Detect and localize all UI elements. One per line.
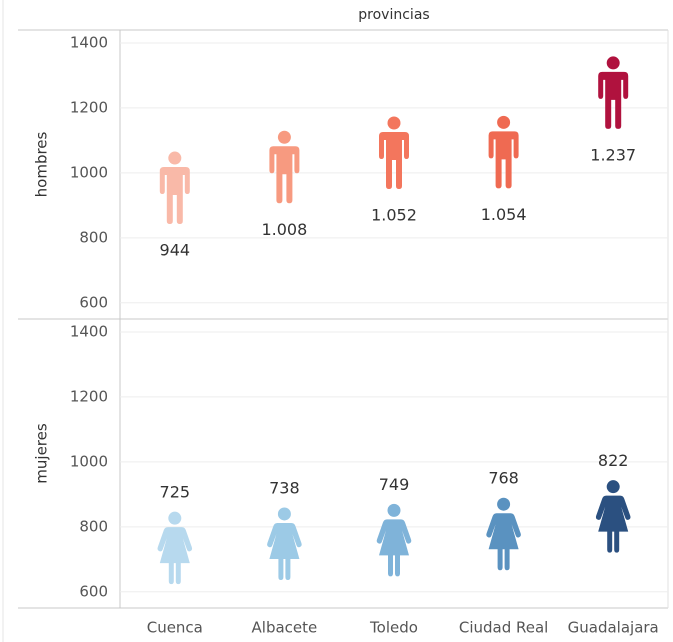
icon [267, 507, 302, 580]
icon [157, 511, 193, 585]
icon [269, 130, 300, 204]
value-label: 725 [160, 483, 191, 502]
value-label: 1.237 [590, 145, 636, 164]
y-tick-label: 600 [79, 582, 108, 600]
icon-head [606, 480, 620, 494]
icon [595, 480, 631, 553]
icon-head [387, 503, 401, 517]
value-label: 822 [598, 451, 629, 470]
x-tick-label: Cuenca [147, 619, 203, 637]
y-tick-label: 600 [79, 293, 108, 311]
value-label: 1.054 [481, 205, 527, 224]
icon [159, 151, 190, 225]
column-title: provincias [358, 7, 429, 23]
value-label: 1.052 [371, 205, 417, 224]
icon-head [277, 507, 291, 521]
icon-body [157, 527, 193, 585]
icon-head [168, 151, 182, 165]
row-label: mujeres [33, 423, 51, 484]
value-label: 944 [160, 241, 191, 260]
icon-body [379, 131, 409, 189]
icon-head [277, 130, 291, 144]
x-tick-label: Toledo [369, 619, 418, 637]
icon [598, 56, 629, 129]
y-tick-label: 1400 [70, 322, 108, 340]
value-label: 768 [488, 469, 519, 488]
value-label: 749 [379, 475, 410, 494]
icon-body [376, 519, 412, 577]
icon-head [497, 115, 511, 129]
icon-body [269, 146, 300, 204]
y-tick-label: 800 [79, 517, 108, 535]
x-tick-label: Guadalajara [568, 619, 659, 637]
y-tick-label: 1400 [70, 33, 108, 51]
value-label: 1.008 [261, 220, 307, 239]
icon-body [486, 513, 521, 571]
row-label: hombres [33, 131, 51, 197]
icon-head [168, 511, 182, 525]
icon-body [598, 71, 629, 129]
y-tick-label: 800 [79, 228, 108, 246]
icon-body [267, 522, 302, 580]
y-tick-label: 1200 [70, 98, 108, 116]
x-tick-label: Albacete [252, 619, 318, 637]
icon [486, 497, 521, 571]
icon-head [387, 116, 401, 130]
y-tick-label: 1000 [70, 452, 108, 470]
icon [379, 116, 409, 189]
icon-body [488, 131, 519, 189]
icon-body [159, 167, 190, 225]
icon [376, 503, 412, 577]
value-label: 738 [269, 478, 300, 497]
icon-head [497, 497, 511, 511]
y-tick-label: 1200 [70, 387, 108, 405]
icon-body [595, 495, 631, 553]
y-tick-label: 1000 [70, 163, 108, 181]
icon-head [606, 56, 620, 70]
icon [488, 115, 519, 189]
x-tick-label: Ciudad Real [459, 619, 549, 637]
